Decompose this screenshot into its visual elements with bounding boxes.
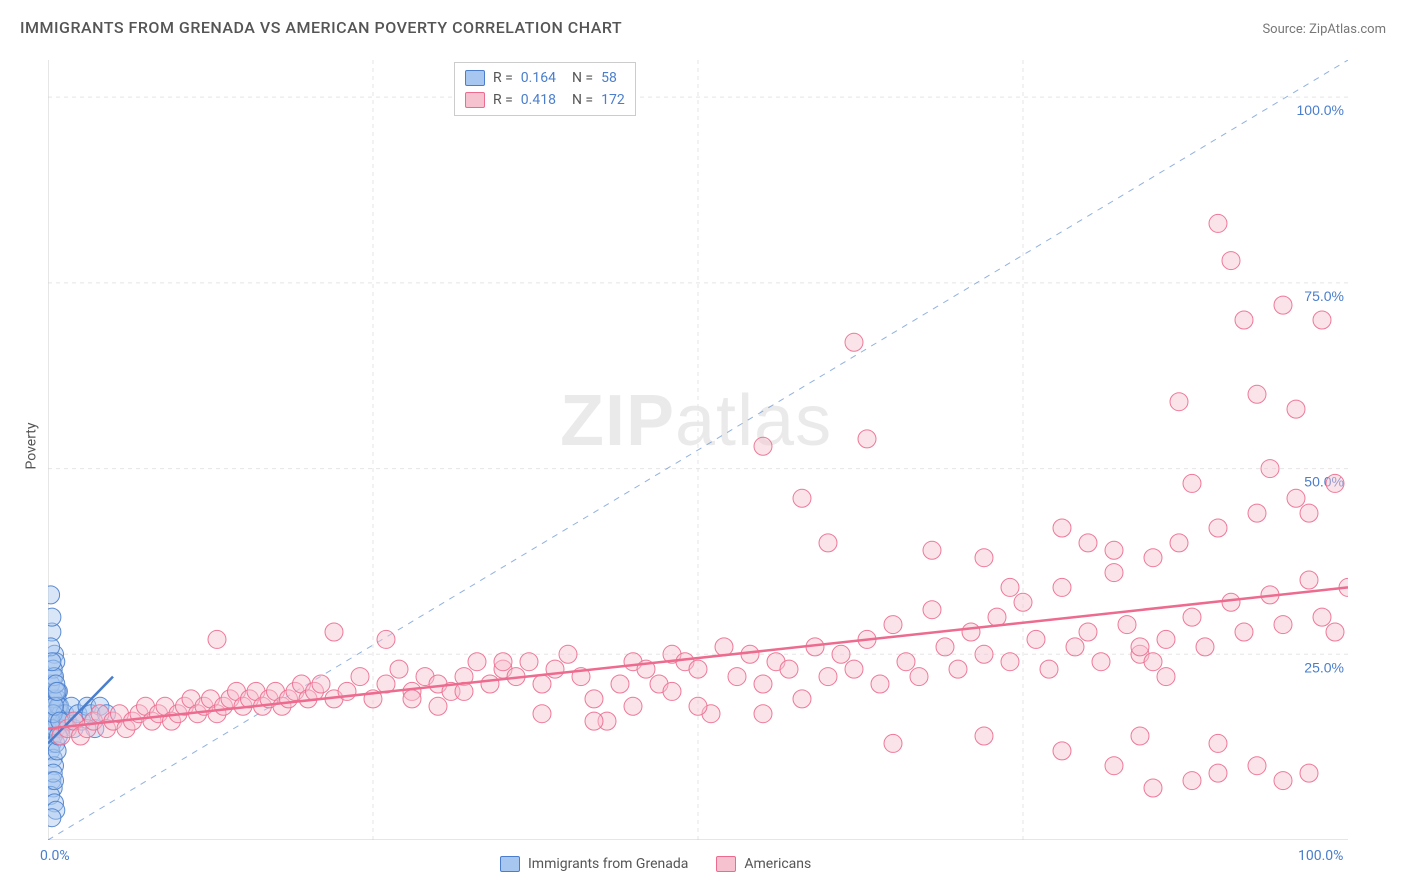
legend-n-value: 172 — [601, 89, 625, 111]
legend-n-label: N = — [572, 89, 593, 111]
legend-swatch — [500, 856, 520, 872]
y-axis-label: Poverty — [24, 422, 40, 469]
legend-row: R = 0.418 N = 172 — [465, 89, 625, 111]
svg-text:75.0%: 75.0% — [1304, 288, 1344, 304]
series-legend-item: Americans — [716, 856, 811, 872]
legend-row: R = 0.164 N = 58 — [465, 67, 625, 89]
chart-title: IMMIGRANTS FROM GRENADA VS AMERICAN POVE… — [20, 18, 622, 37]
series-name: Immigrants from Grenada — [528, 856, 688, 872]
legend-r-label: R = — [493, 89, 513, 111]
legend-swatch — [465, 70, 485, 86]
legend-swatch — [716, 856, 736, 872]
svg-text:25.0%: 25.0% — [1304, 659, 1344, 675]
legend-swatch — [465, 92, 485, 108]
series-legend-item: Immigrants from Grenada — [500, 856, 688, 872]
legend-r-value: 0.418 — [521, 89, 556, 111]
legend-r-value: 0.164 — [521, 67, 556, 89]
legend-n-label: N = — [572, 67, 593, 89]
x-axis-max-label: 100.0% — [1298, 848, 1343, 864]
source-prefix: Source: — [1262, 22, 1305, 37]
source-name: ZipAtlas.com — [1309, 22, 1386, 37]
correlation-legend: R = 0.164 N = 58 R = 0.418 N = 172 — [454, 62, 636, 116]
x-axis-min-label: 0.0% — [40, 848, 70, 864]
series-legend: Immigrants from Grenada Americans — [500, 856, 811, 872]
scatter-chart: 25.0%50.0%75.0%100.0% — [48, 60, 1348, 840]
svg-text:100.0%: 100.0% — [1297, 102, 1344, 118]
series-name: Americans — [744, 856, 811, 872]
source-attribution: Source: ZipAtlas.com — [1262, 22, 1386, 37]
legend-r-label: R = — [493, 67, 513, 89]
legend-n-value: 58 — [601, 67, 617, 89]
